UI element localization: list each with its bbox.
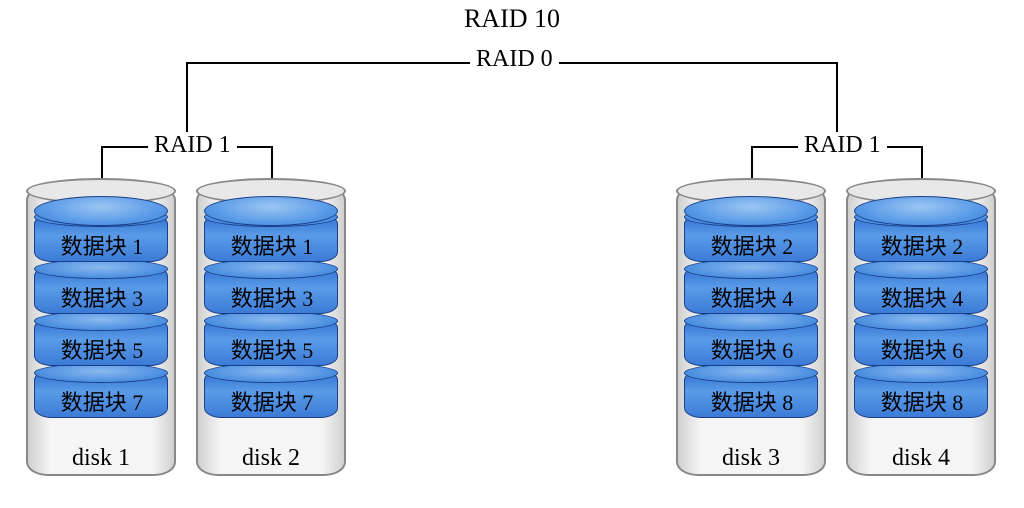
disk-lid	[204, 196, 338, 226]
platter-top	[854, 259, 988, 279]
data-block-label: 数据块 3	[35, 281, 169, 313]
platter-top	[854, 311, 988, 331]
disk-label: disk 1	[26, 445, 176, 472]
data-block-label: 数据块 2	[685, 229, 819, 261]
disk-lid	[34, 196, 168, 226]
platter-top	[684, 311, 818, 331]
data-block: 数据块 5	[34, 318, 168, 366]
disk-1: 数据块 7 数据块 5 数据块 3 数据块 1 disk 1	[26, 186, 176, 476]
data-block: 数据块 7	[34, 370, 168, 418]
data-block: 数据块 3	[204, 266, 338, 314]
data-block-label: 数据块 5	[205, 333, 339, 365]
data-block-label: 数据块 8	[685, 385, 819, 417]
data-block-label: 数据块 5	[35, 333, 169, 365]
platter-top	[684, 259, 818, 279]
data-block: 数据块 4	[854, 266, 988, 314]
platter-top	[204, 363, 338, 383]
platter-top	[34, 363, 168, 383]
platter-top	[854, 363, 988, 383]
data-block: 数据块 8	[854, 370, 988, 418]
disk-3: 数据块 8 数据块 6 数据块 4 数据块 2 disk 3	[676, 186, 826, 476]
data-block-label: 数据块 6	[855, 333, 989, 365]
title-raid10: RAID 10	[0, 4, 1024, 34]
data-block-label: 数据块 1	[205, 229, 339, 261]
data-block-label: 数据块 7	[205, 385, 339, 417]
data-block: 数据块 3	[34, 266, 168, 314]
data-block-label: 数据块 4	[855, 281, 989, 313]
platter-top	[204, 311, 338, 331]
data-block-label: 数据块 3	[205, 281, 339, 313]
disk-lid	[684, 196, 818, 226]
data-block-label: 数据块 2	[855, 229, 989, 261]
disk-lid	[854, 196, 988, 226]
data-block: 数据块 6	[684, 318, 818, 366]
disk-4: 数据块 8 数据块 6 数据块 4 数据块 2 disk 4	[846, 186, 996, 476]
raid10-diagram: { "title_top":"RAID 10", "raid0":{"label…	[0, 0, 1024, 508]
disk-label: disk 2	[196, 445, 346, 472]
data-block: 数据块 5	[204, 318, 338, 366]
raid0-label: RAID 0	[470, 46, 559, 73]
raid1-left-label: RAID 1	[148, 132, 237, 159]
platter-top	[34, 259, 168, 279]
platter-top	[204, 259, 338, 279]
data-block-label: 数据块 1	[35, 229, 169, 261]
data-block-label: 数据块 8	[855, 385, 989, 417]
data-block: 数据块 7	[204, 370, 338, 418]
platter-top	[684, 363, 818, 383]
data-block: 数据块 6	[854, 318, 988, 366]
disk-label: disk 4	[846, 445, 996, 472]
raid1-right-label: RAID 1	[798, 132, 887, 159]
data-block-label: 数据块 6	[685, 333, 819, 365]
disk-2: 数据块 7 数据块 5 数据块 3 数据块 1 disk 2	[196, 186, 346, 476]
disk-label: disk 3	[676, 445, 826, 472]
data-block: 数据块 8	[684, 370, 818, 418]
data-block-label: 数据块 7	[35, 385, 169, 417]
data-block-label: 数据块 4	[685, 281, 819, 313]
platter-top	[34, 311, 168, 331]
data-block: 数据块 4	[684, 266, 818, 314]
